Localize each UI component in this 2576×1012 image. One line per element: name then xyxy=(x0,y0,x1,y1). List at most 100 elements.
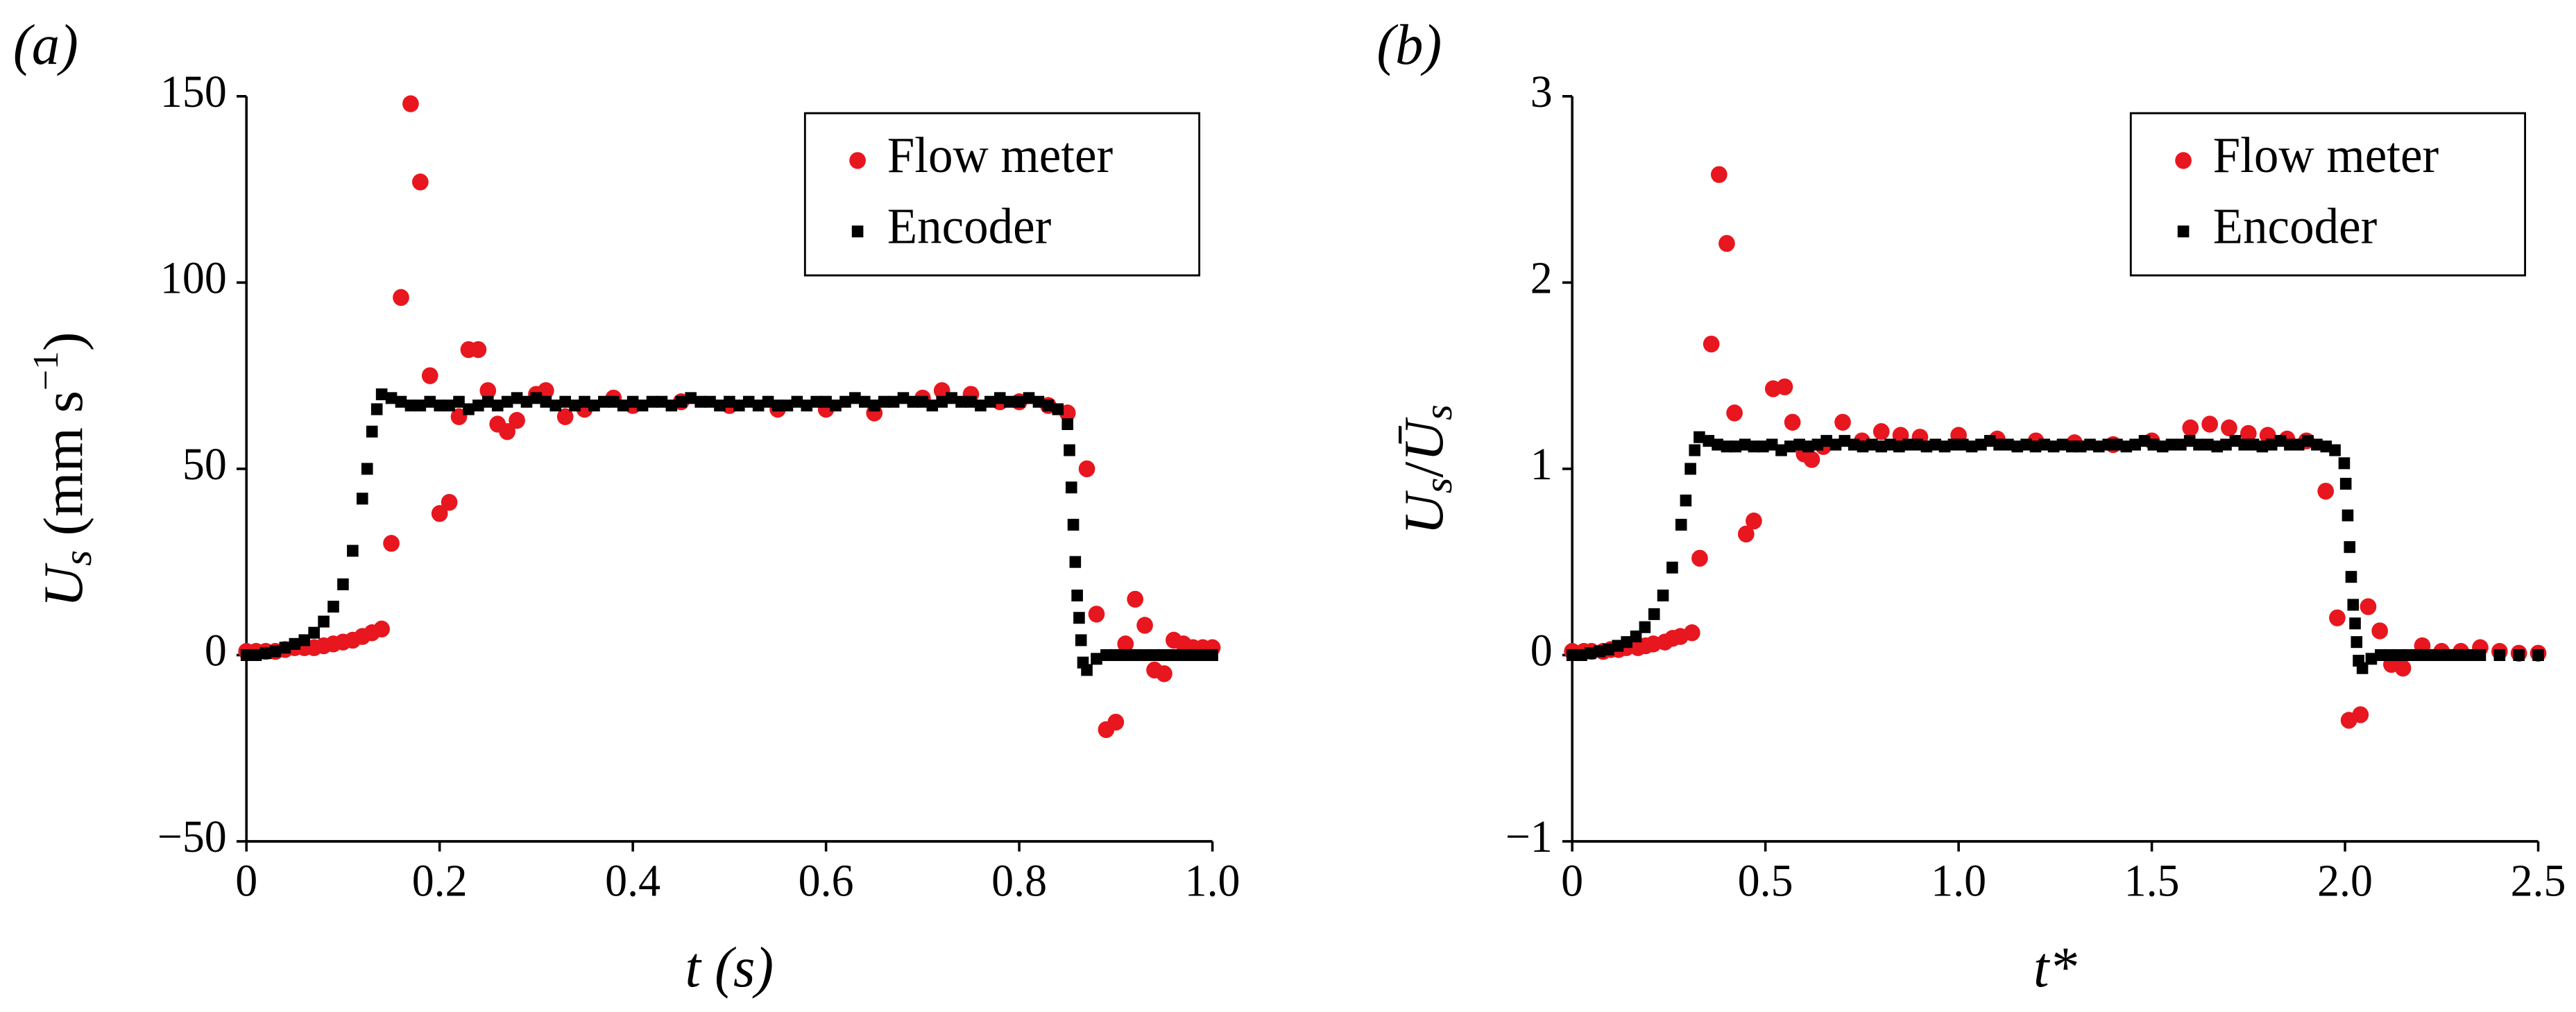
y-tick-label: 1 xyxy=(1530,439,1553,490)
data-point xyxy=(2347,599,2360,611)
legend-box xyxy=(803,112,1201,277)
data-point xyxy=(373,620,390,638)
legend-label: Flow meter xyxy=(2213,127,2439,183)
data-point xyxy=(1902,438,1914,451)
data-point xyxy=(1911,438,1923,451)
data-point xyxy=(240,649,253,661)
data-point xyxy=(259,647,272,660)
data-point xyxy=(2102,438,2114,451)
data-point xyxy=(383,535,400,552)
data-point xyxy=(1920,440,1933,453)
data-point xyxy=(441,494,458,511)
data-point xyxy=(965,395,977,408)
legend-marker xyxy=(851,225,864,238)
data-point xyxy=(366,425,378,438)
y-tick-label: 3 xyxy=(1530,67,1553,117)
data-point xyxy=(1893,440,1905,453)
data-point xyxy=(1117,635,1134,653)
data-point xyxy=(279,642,291,654)
data-point xyxy=(1775,444,1787,456)
data-point xyxy=(1737,525,1755,543)
data-point xyxy=(1929,438,1941,451)
data-point xyxy=(1206,649,1218,661)
data-point xyxy=(421,367,438,384)
x-tick-label: 0.4 xyxy=(605,856,660,907)
data-point xyxy=(1776,378,1793,395)
data-point xyxy=(849,392,861,404)
data-point xyxy=(411,173,429,191)
data-point xyxy=(608,395,620,408)
data-point xyxy=(2120,440,2133,453)
data-point xyxy=(2371,622,2389,640)
data-point xyxy=(2147,438,2160,451)
data-point xyxy=(1710,166,1728,183)
data-point xyxy=(771,400,784,412)
x-tick-label: 1.5 xyxy=(2124,856,2180,907)
legend-marker xyxy=(2177,225,2190,238)
data-point xyxy=(617,400,629,412)
data-point xyxy=(2284,438,2296,451)
data-point xyxy=(2129,438,2141,451)
data-point xyxy=(946,392,957,404)
data-point xyxy=(356,492,368,505)
data-point xyxy=(2038,438,2051,451)
data-point xyxy=(298,634,311,646)
data-point xyxy=(2365,653,2378,665)
data-point xyxy=(2256,440,2269,453)
data-point xyxy=(665,400,678,412)
data-point xyxy=(2302,435,2314,447)
data-point xyxy=(530,392,543,404)
data-point xyxy=(402,95,419,112)
data-point xyxy=(1757,440,1769,453)
x-axis-label: t* xyxy=(2033,935,2077,999)
data-point xyxy=(675,395,688,408)
data-point xyxy=(479,381,497,400)
x-tick-label: 1.0 xyxy=(1931,856,1986,907)
data-point xyxy=(897,392,910,404)
data-point xyxy=(2339,477,2352,490)
data-point xyxy=(1612,640,1624,652)
legend-label: Encoder xyxy=(887,198,1052,255)
data-point xyxy=(337,578,349,590)
data-point xyxy=(2356,662,2369,674)
data-point xyxy=(859,395,871,408)
data-point xyxy=(1947,438,1960,451)
data-point xyxy=(1156,665,1172,683)
data-point xyxy=(2393,649,2405,661)
data-point xyxy=(1091,653,1102,665)
data-point xyxy=(2229,435,2242,447)
data-point xyxy=(491,400,504,412)
x-tick-label: 1.0 xyxy=(1185,856,1240,907)
data-point xyxy=(1023,392,1035,404)
data-point xyxy=(1003,395,1016,408)
data-point xyxy=(540,395,552,408)
data-point xyxy=(2165,438,2178,451)
data-point xyxy=(2320,440,2332,453)
data-point xyxy=(1639,621,1651,633)
data-point xyxy=(1766,438,1778,451)
data-point xyxy=(2456,649,2468,661)
data-point xyxy=(269,645,282,658)
data-point xyxy=(2317,482,2335,500)
data-point xyxy=(393,289,409,307)
data-point xyxy=(2221,419,2237,437)
data-point xyxy=(636,400,649,412)
data-point xyxy=(714,400,726,412)
data-point xyxy=(1088,606,1105,623)
x-tick-label: 0.5 xyxy=(1738,856,1793,907)
data-point xyxy=(2201,415,2218,433)
data-point xyxy=(2438,649,2450,661)
data-point xyxy=(2338,457,2351,470)
data-point xyxy=(1576,649,1587,661)
x-tick-label: 0.6 xyxy=(799,856,854,907)
data-point xyxy=(1829,438,1842,451)
y-label-part: ) xyxy=(32,332,94,352)
data-point xyxy=(569,400,581,412)
y-tick-label: 100 xyxy=(160,253,227,304)
data-point xyxy=(936,395,948,408)
data-point xyxy=(2047,440,2060,453)
y-tick-label: −50 xyxy=(157,812,227,862)
data-point xyxy=(626,395,639,408)
data-point xyxy=(308,626,320,639)
data-point xyxy=(404,400,417,412)
